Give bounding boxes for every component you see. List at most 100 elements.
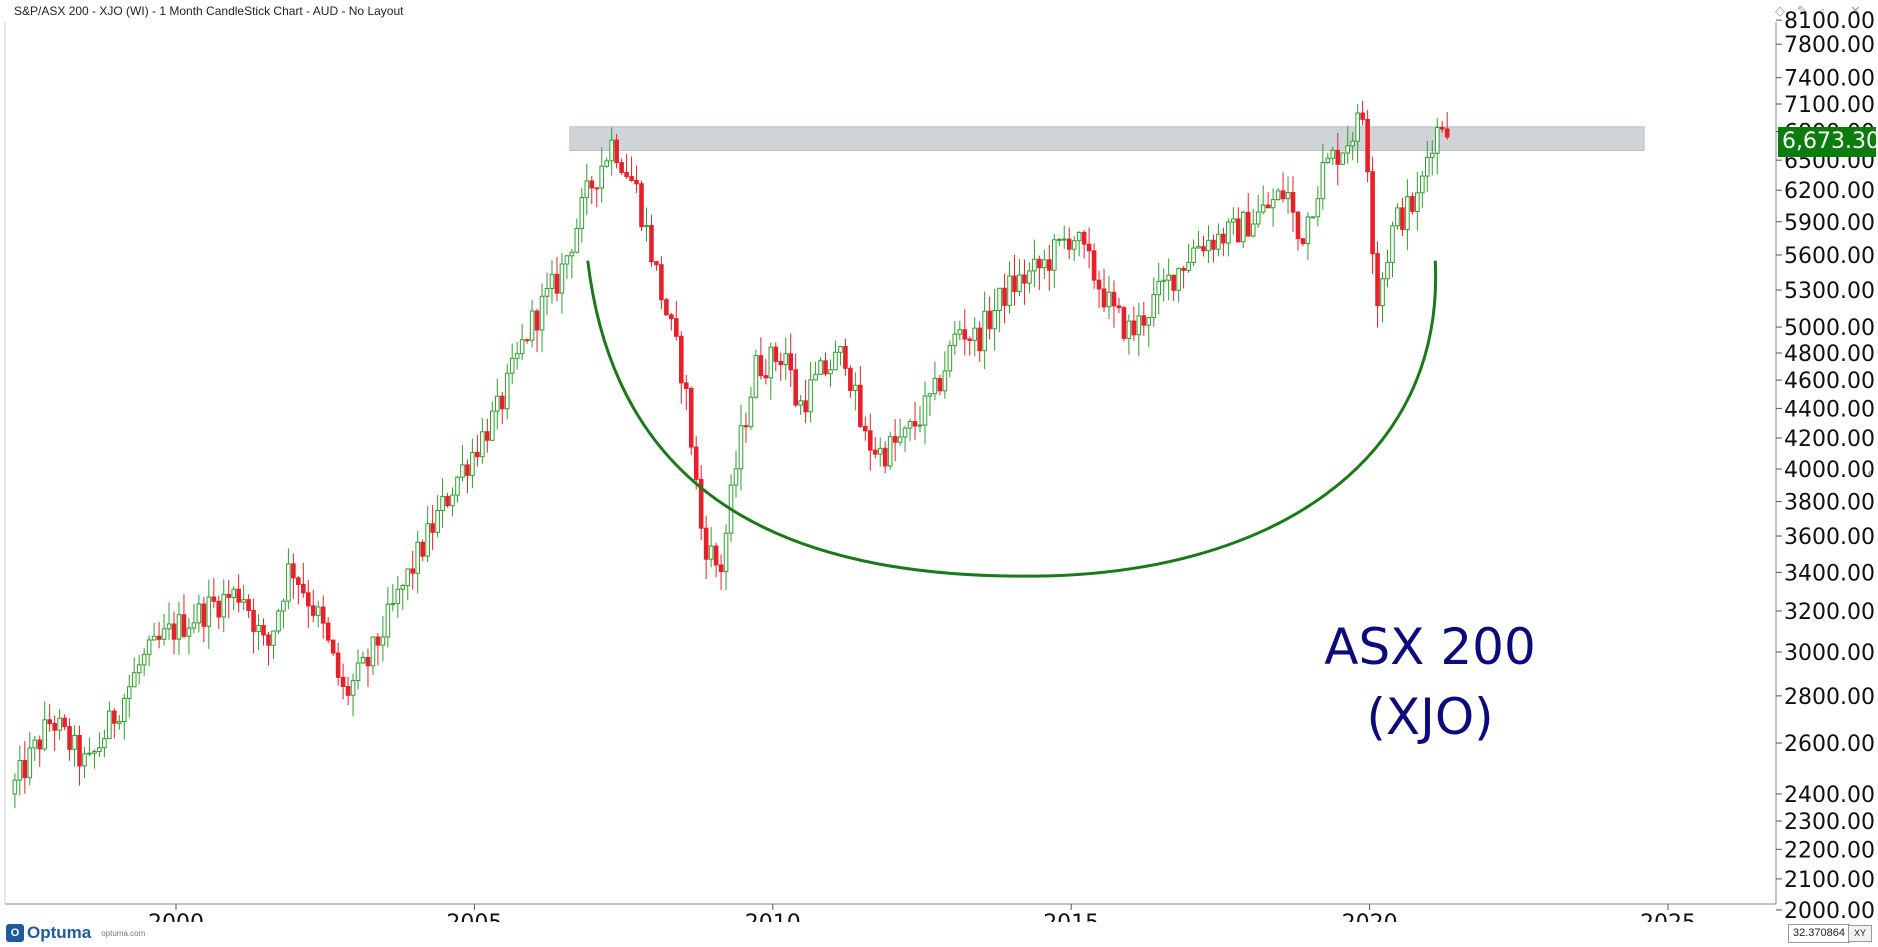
candle-body-262	[1315, 198, 1321, 218]
candle-body-202	[1017, 274, 1022, 292]
candle-body-288	[1444, 128, 1450, 138]
candle-body-0	[12, 779, 18, 795]
candle-body-163	[823, 360, 828, 375]
candle-body-230	[1156, 280, 1162, 296]
candle-body-51	[266, 634, 271, 646]
y-tick-label-1: 7800.00	[1784, 33, 1875, 58]
candle-body-74	[380, 636, 386, 646]
candle-body-105	[534, 310, 540, 331]
candle-body-88	[450, 494, 455, 507]
candle-body-63	[325, 622, 331, 641]
candle-body-95	[485, 431, 490, 441]
candle-body-228	[1146, 317, 1152, 326]
candle-body-250	[1255, 211, 1261, 225]
candle-body-256	[1285, 192, 1291, 200]
candle-body-274	[1375, 253, 1380, 307]
candle-body-22	[121, 697, 127, 723]
candle-body-36	[191, 622, 197, 629]
candle-body-32	[171, 623, 177, 640]
candle-body-270	[1355, 112, 1360, 142]
candle-body-220	[1106, 291, 1112, 308]
y-tick-label-0: 8100.00	[1784, 9, 1875, 34]
candle-body-10	[62, 717, 67, 728]
logo-url: optuma.com	[101, 928, 146, 938]
candle-body-167	[843, 345, 848, 369]
candle-body-260	[1305, 216, 1311, 245]
candle-body-160	[808, 379, 813, 413]
candle-body-275	[1380, 278, 1385, 307]
candle-body-67	[345, 685, 351, 696]
candle-body-272	[1365, 118, 1370, 173]
candle-body-245	[1231, 218, 1236, 223]
candle-body-181	[912, 421, 918, 427]
y-tick-label-19: 3200.00	[1784, 600, 1875, 625]
candle-body-209	[1051, 239, 1057, 271]
candle-body-78	[400, 585, 406, 590]
candle-body-233	[1171, 274, 1176, 291]
pencil-icon[interactable]: ✎	[1797, 3, 1808, 18]
candle-body-239	[1201, 246, 1206, 252]
candle-body-132	[669, 314, 674, 320]
candle-body-7	[47, 719, 52, 725]
coordinate-readout: 32.370864	[1788, 924, 1850, 943]
resistance-band	[569, 126, 1645, 151]
candle-body-169	[853, 384, 858, 391]
candle-body-44	[231, 588, 236, 598]
candle-body-222	[1116, 305, 1122, 309]
candle-body-175	[882, 447, 888, 467]
candle-body-168	[848, 367, 853, 391]
optuma-logo[interactable]: O Optuma optuma.com	[6, 923, 145, 943]
candle-body-198	[997, 287, 1002, 312]
y-tick-label-12: 4600.00	[1784, 369, 1875, 394]
candle-body-255	[1280, 190, 1286, 200]
optuma-logo-icon: O	[6, 924, 24, 942]
candle-body-136	[688, 387, 694, 448]
candle-body-170	[858, 384, 863, 427]
candle-body-59	[305, 592, 311, 607]
candle-body-174	[877, 447, 883, 455]
candle-body-173	[872, 449, 878, 455]
candle-body-185	[932, 377, 938, 395]
y-tick-label-10: 5000.00	[1784, 316, 1875, 341]
candle-body-47	[246, 599, 251, 611]
candle-body-285	[1429, 152, 1435, 158]
footer-bar	[0, 922, 1878, 947]
candle-body-106	[539, 295, 545, 331]
diamond-icon[interactable]: ◇	[1775, 3, 1785, 18]
restore-icon[interactable]: ▫	[1820, 3, 1825, 18]
candle-body-204	[1027, 270, 1032, 284]
y-tick-label-15: 4000.00	[1784, 458, 1875, 483]
xy-toggle-button[interactable]: XY	[1848, 925, 1872, 942]
close-icon[interactable]: ✕	[1850, 3, 1861, 18]
candles-layer	[12, 100, 1450, 809]
candle-body-20	[112, 710, 117, 724]
candle-body-143	[723, 532, 729, 573]
candle-body-99	[504, 372, 510, 410]
candle-body-193	[972, 327, 978, 341]
candle-body-172	[867, 430, 873, 451]
candle-body-251	[1260, 204, 1266, 213]
candle-body-235	[1181, 267, 1186, 271]
candle-body-231	[1161, 279, 1167, 282]
candle-body-179	[902, 427, 908, 438]
candle-body-150	[758, 355, 764, 377]
candle-body-8	[52, 723, 57, 731]
candle-body-273	[1370, 171, 1375, 255]
candle-body-83	[425, 523, 430, 557]
last-price-badge: 6,673.30	[1778, 127, 1876, 157]
candle-body-109	[554, 273, 560, 294]
candle-body-151	[763, 375, 769, 379]
candle-body-17	[97, 747, 102, 752]
candle-body-77	[395, 588, 401, 605]
candle-body-127	[644, 225, 649, 228]
panel-toggle-icon[interactable]: ‹	[1867, 464, 1873, 480]
candle-body-148	[748, 396, 754, 428]
candle-body-229	[1151, 294, 1157, 319]
candle-body-42	[221, 593, 227, 618]
y-tick-label-7: 5900.00	[1784, 211, 1875, 236]
candle-body-104	[529, 310, 535, 341]
candle-body-112	[569, 251, 575, 257]
candle-body-219	[1101, 288, 1107, 308]
candle-body-33	[176, 614, 182, 640]
